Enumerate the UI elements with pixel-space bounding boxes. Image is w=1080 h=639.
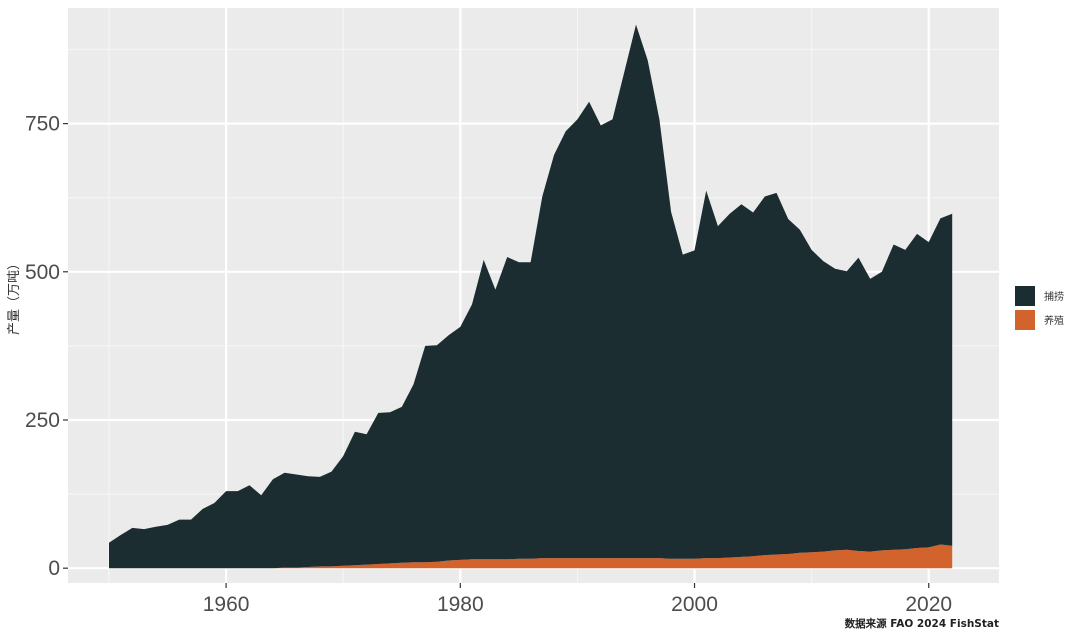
x-tick-label: 1980 xyxy=(437,593,484,616)
y-tick-label: 250 xyxy=(25,409,60,432)
area-养殖 xyxy=(109,544,953,569)
x-tick-label: 1960 xyxy=(203,593,250,616)
y-axis: 0 250 500 750 xyxy=(25,113,68,580)
x-tick-label: 2020 xyxy=(905,593,952,616)
x-tick-label: 2000 xyxy=(671,593,718,616)
y-axis-title: 产量（万吨） xyxy=(7,257,22,335)
legend-label-捕捞: 捕捞 xyxy=(1044,290,1064,303)
data-areas xyxy=(109,24,953,569)
y-tick-label: 750 xyxy=(25,113,60,136)
legend-key-捕捞 xyxy=(1015,286,1035,306)
legend-key-养殖 xyxy=(1015,310,1035,330)
y-tick-label: 0 xyxy=(48,557,60,580)
y-tick-label: 500 xyxy=(25,261,60,284)
caption: 数据来源 FAO 2024 FishStat xyxy=(844,617,999,630)
x-axis: 1960 1980 2000 2020 xyxy=(203,583,952,616)
area-捕捞 xyxy=(109,24,953,569)
legend-label-养殖: 养殖 xyxy=(1044,314,1064,327)
